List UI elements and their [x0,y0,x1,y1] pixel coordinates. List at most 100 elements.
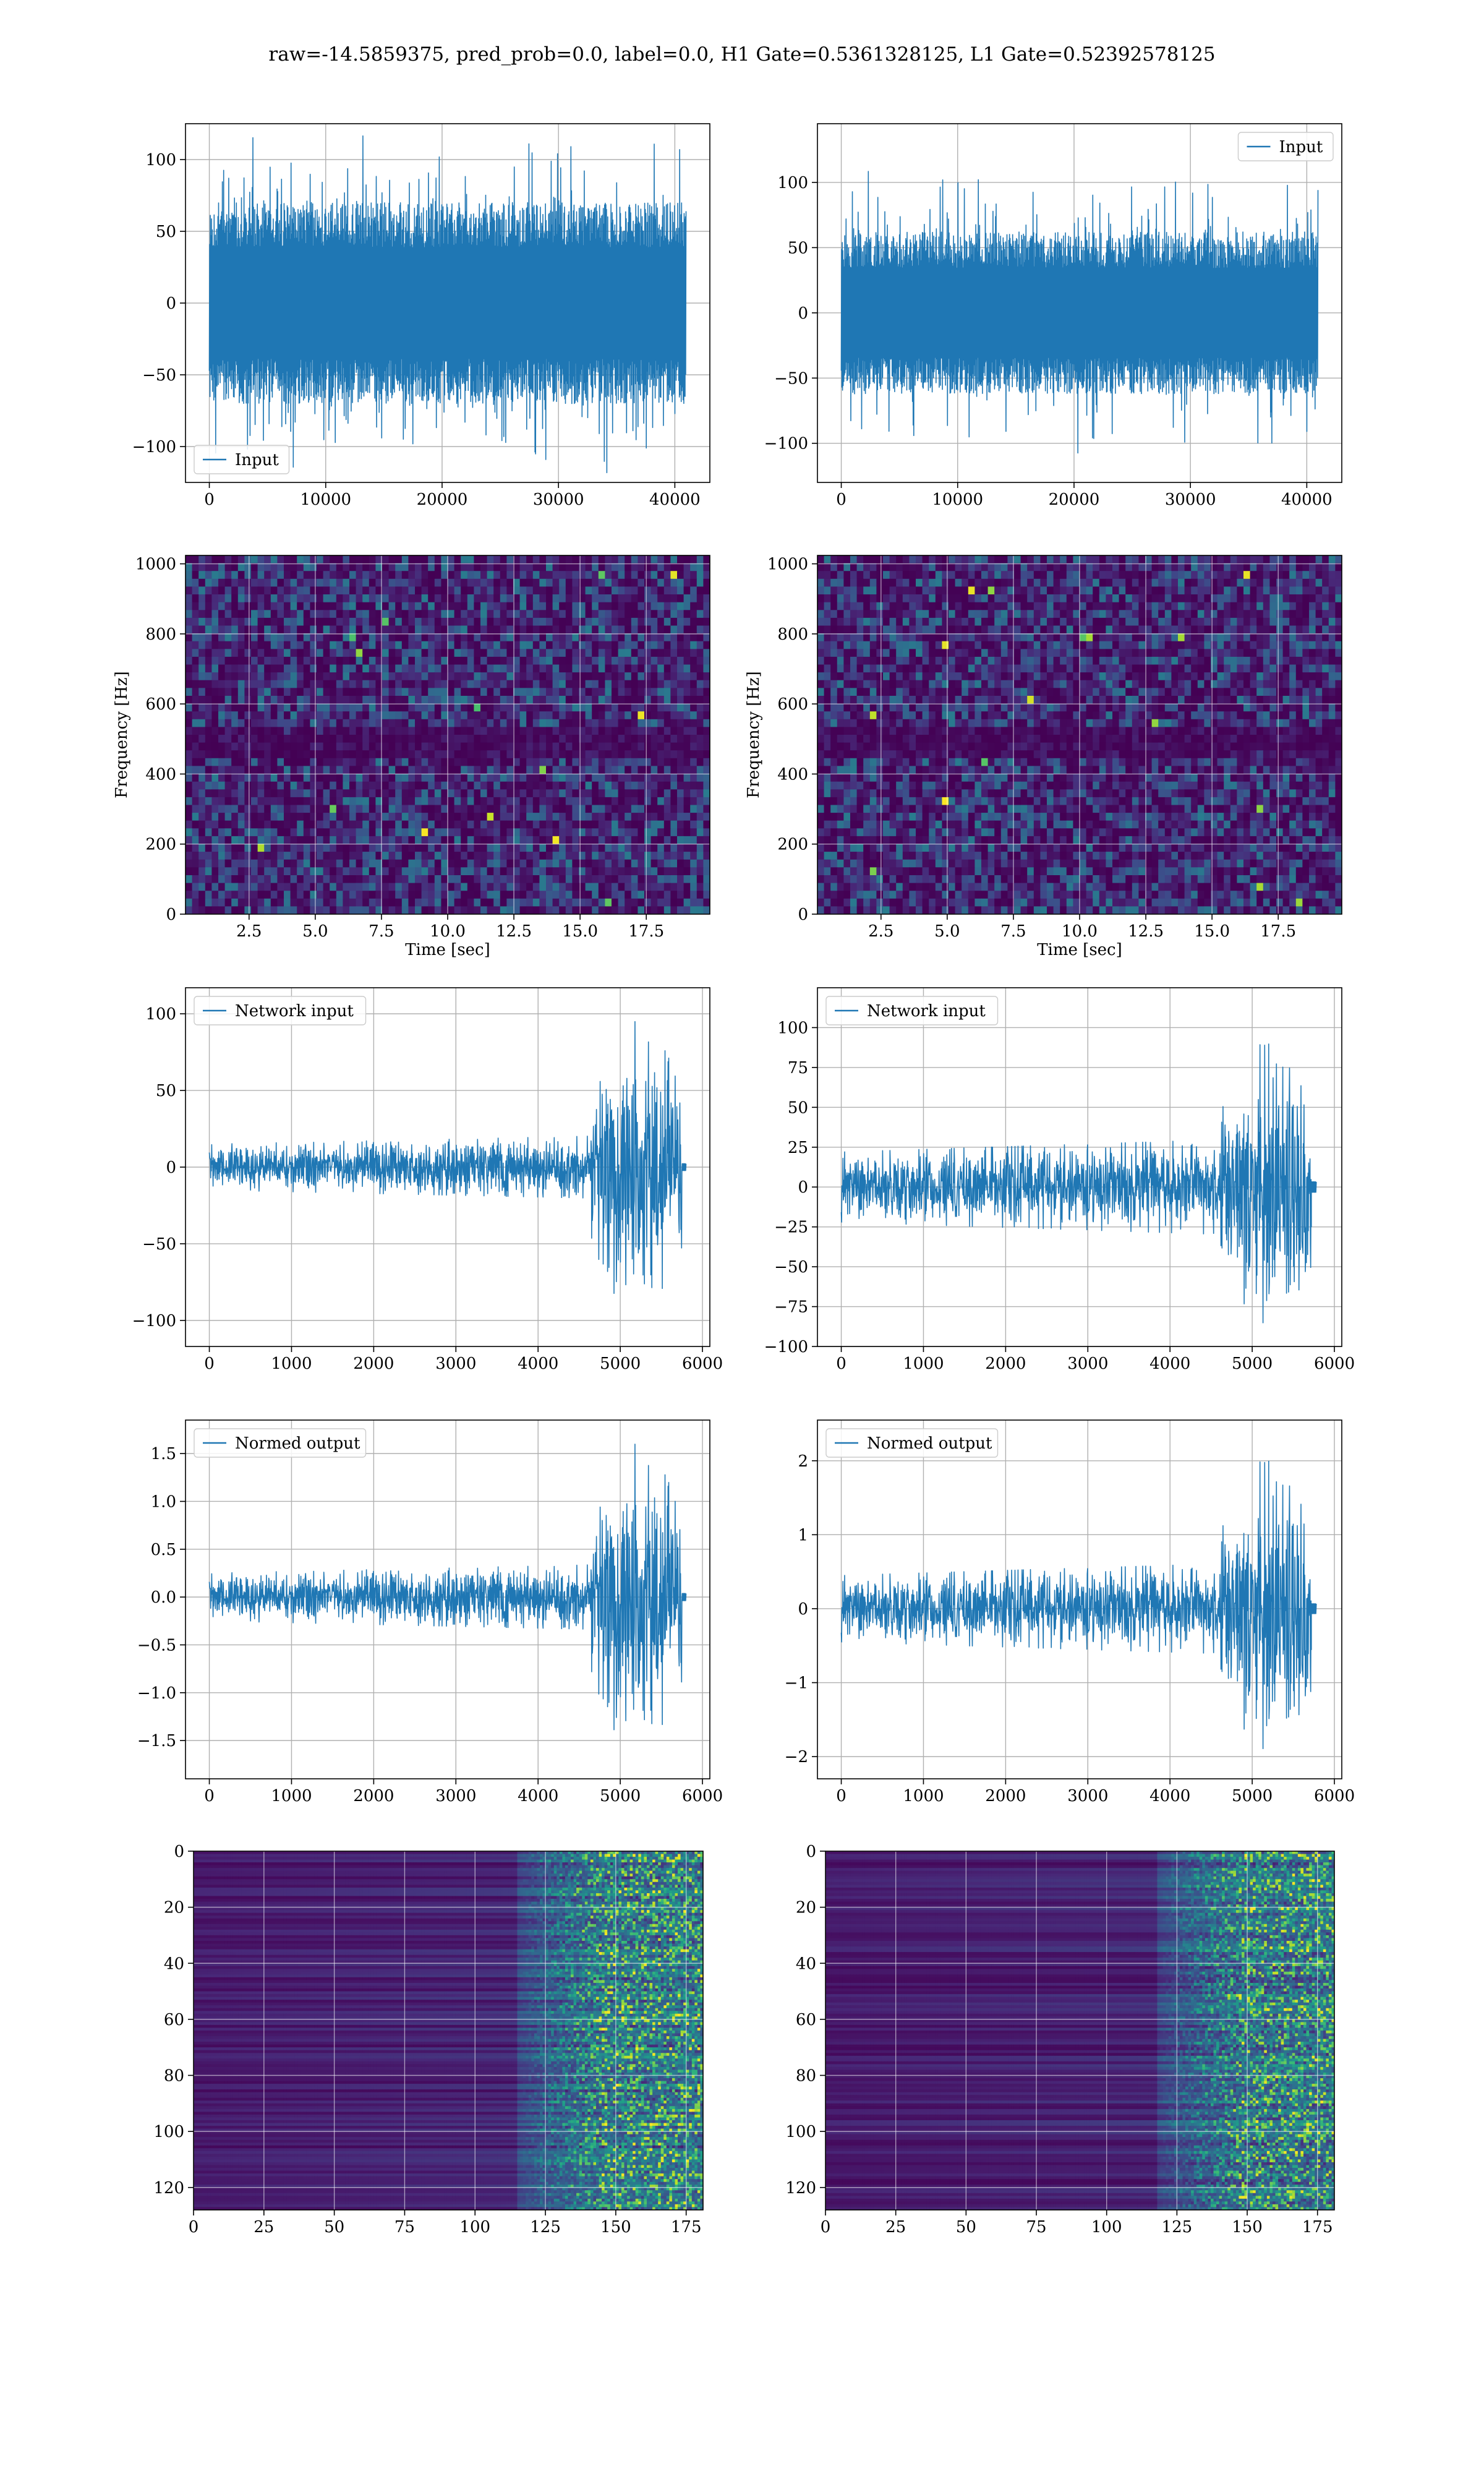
h1-spectrogram-xtick-label: 7.5 [369,922,394,941]
h1-network-input-xtick-label: 1000 [271,1355,312,1373]
h1-input-ytick-label: 100 [145,151,176,169]
l1-network-input-chart: 0 1000 2000 3000 4000 5000 6000 −100 −75 −50 −25 0 2… [764,987,1355,1373]
l1-normed-output-ytick-label: 2 [798,1452,808,1471]
l1-spectrogram-xtick-label: 5.0 [934,922,960,941]
h1-spectrogram-chart: 2.5 5.0 7.5 10.0 12.5 15.0 17.5 0 200 400 600 800 10… [113,555,710,959]
h1-feature-map-xtick-label: 25 [254,2218,274,2236]
h1-spectrogram-ylabel: Frequency [Hz] [113,671,131,798]
l1-normed-output-xtick-label: 4000 [1149,1787,1190,1805]
l1-normed-output-xtick-label: 0 [836,1787,846,1805]
h1-network-input-xtick-label: 6000 [682,1355,723,1373]
l1-input-ytick-label: −50 [774,369,808,388]
h1-input-ytick-label: 50 [156,223,176,241]
h1-feature-map-ytick-label: 60 [164,2011,184,2029]
l1-normed-output-xtick-label: 5000 [1232,1787,1273,1805]
h1-input-xtick-label: 40000 [649,490,701,509]
h1-spectrogram-xtick-label: 10.0 [430,922,466,941]
l1-spectrogram-ytick-label: 600 [777,695,808,714]
l1-network-input-xtick-label: 5000 [1232,1355,1273,1373]
h1-normed-output-ytick-label: 0.5 [151,1541,176,1559]
l1-network-input-series-0 [840,1043,1317,1324]
h1-feature-map-frame [193,1851,704,2211]
h1-normed-output-xtick-label: 0 [204,1787,215,1805]
l1-normed-output-xtick-label: 2000 [985,1787,1026,1805]
l1-feature-map-ytick-label: 80 [796,2067,816,2086]
l1-normed-output-xtick-label: 6000 [1314,1787,1355,1805]
h1-normed-output-xtick-label: 4000 [518,1787,558,1805]
h1-spectrogram-ytick-label: 0 [166,905,176,924]
l1-feature-map-chart: 0 25 50 75 100 125 150 175 0 20 40 60 80 100 120 [785,1843,1335,2236]
l1-input-xtick-label: 30000 [1165,490,1216,509]
l1-feature-map-ytick-label: 0 [806,1843,816,1861]
h1-feature-map-ytick-label: 0 [174,1843,184,1861]
h1-feature-map-ytick-label: 20 [164,1899,184,1917]
h1-normed-output-frame [185,1419,710,1779]
l1-normed-output-series-0 [840,1460,1317,1749]
h1-feature-map-ytick-label: 100 [153,2123,184,2141]
figure-suptitle: raw=-14.5859375, pred_prob=0.0, label=0.… [0,43,1484,66]
l1-normed-output-ytick-label: −2 [785,1748,808,1766]
l1-normed-output-ytick-label: 1 [798,1526,808,1544]
h1-normed-output-ytick-label: 1.5 [151,1445,176,1463]
l1-network-input-xtick-label: 3000 [1067,1355,1108,1373]
l1-feature-map-xtick-label: 150 [1232,2218,1263,2236]
l1-network-input-legend: Network input [825,996,999,1025]
l1-feature-map-ytick-label: 40 [796,1954,816,1973]
h1-normed-output-ytick-label: 0.0 [151,1588,176,1607]
h1-network-input-legend-label: Network input [235,1002,354,1021]
l1-input-ytick-label: 100 [777,174,808,192]
l1-network-input-ytick-label: 50 [788,1098,808,1117]
h1-network-input-xtick-label: 4000 [518,1355,558,1373]
l1-normed-output-xtick-label: 3000 [1067,1787,1108,1805]
l1-spectrogram-xtick-label: 15.0 [1194,922,1230,941]
l1-spectrogram-xtick-label: 2.5 [868,922,893,941]
l1-network-input-ytick-label: −50 [774,1258,808,1277]
l1-network-input-xtick-label: 2000 [985,1355,1026,1373]
l1-network-input-ytick-label: 75 [788,1059,808,1077]
h1-spectrogram-xtick-label: 15.0 [562,922,598,941]
l1-spectrogram-xtick-label: 10.0 [1062,922,1098,941]
h1-input-chart: 0 10000 20000 30000 40000 −100 −50 0 50 100 Input [132,123,710,509]
l1-network-input-ytick-label: 25 [788,1139,808,1157]
l1-network-input-ytick-label: −100 [764,1338,808,1356]
h1-network-input-xtick-label: 5000 [600,1355,641,1373]
l1-normed-output-legend: Normed output [825,1428,999,1458]
l1-spectrogram-ylabel: Frequency [Hz] [744,671,763,798]
h1-network-input-ytick-label: −50 [142,1235,176,1254]
h1-spectrogram-xlabel: Time [sec] [405,941,490,959]
l1-network-input-ytick-label: −75 [774,1298,808,1317]
l1-spectrogram-xlabel: Time [sec] [1037,941,1122,959]
h1-network-input-ytick-label: −100 [132,1312,176,1330]
h1-input-ytick-label: 0 [166,294,176,313]
h1-normed-output-ytick-label: −1.5 [137,1732,176,1750]
h1-input-series-0 [208,135,687,473]
h1-input-ytick-label: −100 [132,438,176,456]
l1-feature-map-ytick-label: 20 [796,1899,816,1917]
h1-spectrogram-ytick-label: 600 [145,695,176,714]
l1-spectrogram-ytick-label: 0 [798,905,808,924]
l1-input-xtick-label: 20000 [1049,490,1100,509]
l1-spectrogram-ytick-label: 400 [777,765,808,784]
l1-feature-map-frame [825,1851,1335,2211]
l1-input-xtick-label: 0 [836,490,846,509]
l1-normed-output-ytick-label: 0 [798,1600,808,1619]
h1-spectrogram-grid [186,555,710,915]
h1-normed-output-xtick-label: 2000 [353,1787,394,1805]
l1-spectrogram-ytick-label: 1000 [767,555,808,574]
h1-feature-map-xtick-label: 75 [394,2218,415,2236]
l1-spectrogram-chart: 2.5 5.0 7.5 10.0 12.5 15.0 17.5 0 200 400 600 800 10… [744,555,1342,959]
l1-spectrogram-xtick-label: 7.5 [1000,922,1026,941]
h1-spectrogram-ytick-label: 800 [145,625,176,644]
h1-normed-output-ytick-label: 1.0 [151,1492,176,1511]
h1-normed-output-legend: Normed output [194,1428,367,1458]
l1-input-xtick-label: 40000 [1281,490,1333,509]
l1-normed-output-frame [817,1419,1342,1779]
l1-feature-map-xtick-label: 100 [1091,2218,1122,2236]
l1-feature-map-ytick-label: 60 [796,2011,816,2029]
h1-normed-output-legend-label: Normed output [235,1434,360,1453]
h1-feature-map-xtick-label: 125 [530,2218,561,2236]
h1-normed-output-ytick-label: −1.0 [137,1684,176,1703]
h1-network-input-xtick-label: 3000 [435,1355,476,1373]
h1-feature-map-xtick-label: 150 [600,2218,631,2236]
